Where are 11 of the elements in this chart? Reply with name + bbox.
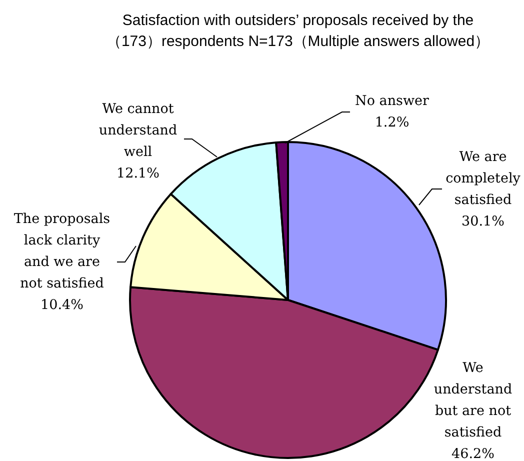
- slice-label: We are completely satisfied: [446, 149, 521, 208]
- data-label: 1.2%: [374, 114, 410, 130]
- slice-label: The proposals lack clarity and we are not satisfied: [14, 211, 110, 292]
- slice-label: We cannot understand well: [98, 101, 178, 160]
- slice-label: We understand but are not satisfied: [434, 360, 512, 440]
- slice-label: No answer: [355, 93, 430, 109]
- data-label: 10.4%: [40, 297, 84, 313]
- data-label: 46.2%: [452, 446, 495, 461]
- data-label: 30.1%: [462, 214, 505, 230]
- chart-title: Satisfaction with outsiders’ proposals received by the （173）respondents N=173（Multiple answers allowed）: [106, 12, 490, 50]
- data-label: 12.1%: [116, 166, 160, 182]
